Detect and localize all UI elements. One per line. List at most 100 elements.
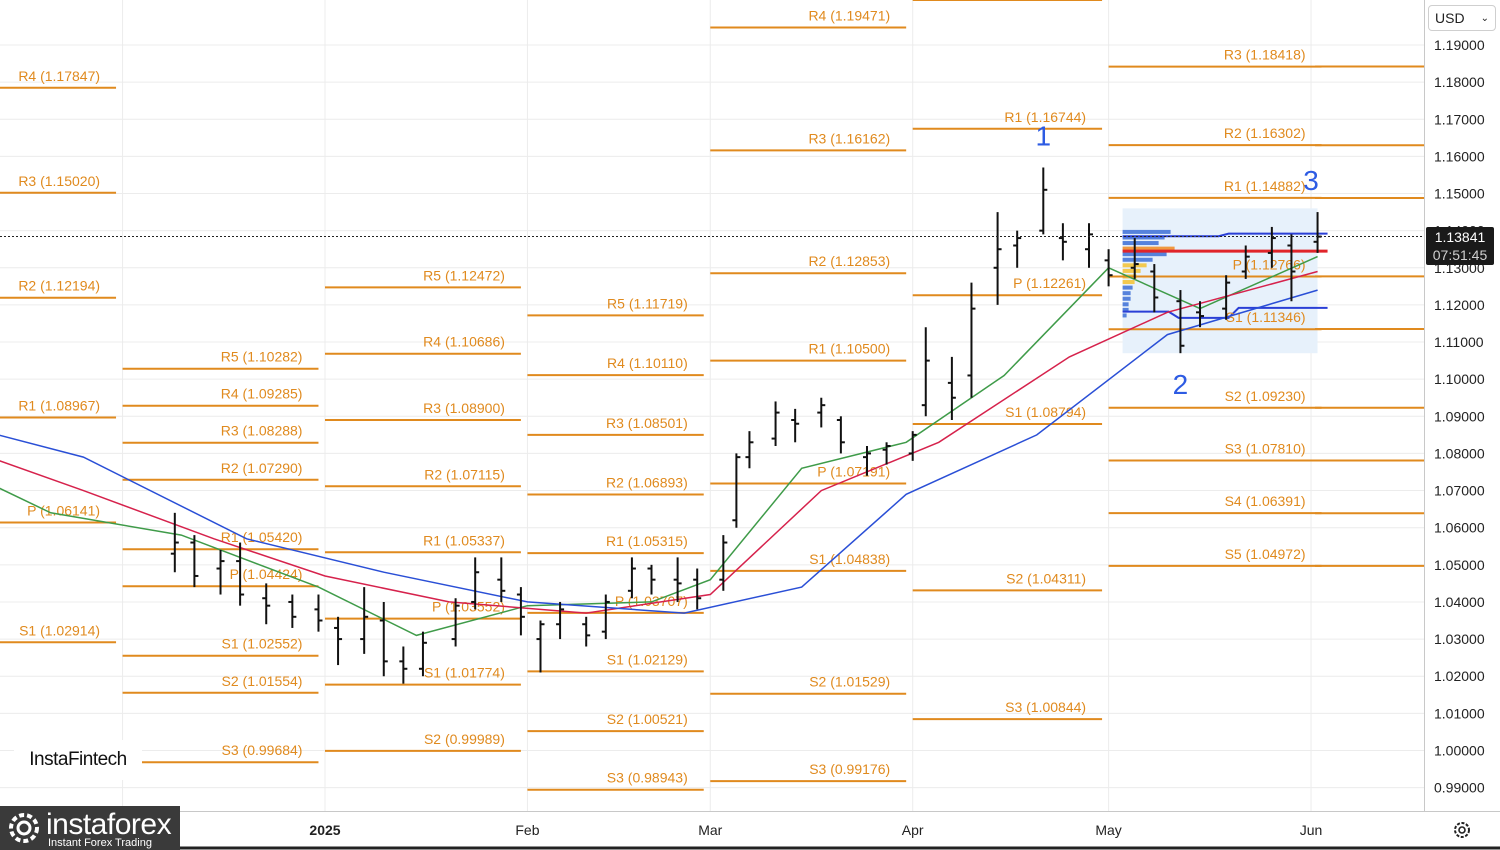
ohlc-bar [216,549,225,595]
instaforex-logo: instaforex Instant Forex Trading [0,806,180,850]
pivot-label: S2 (1.01554) [222,673,303,689]
pivot-label: R2 (1.12853) [808,253,890,269]
ohlc-bar [1241,245,1250,279]
ohlc-bar [334,616,343,666]
pivot-label: S3 (0.99176) [809,761,890,777]
ohlc-bar [693,568,702,610]
profile-bar [1122,296,1131,301]
ohlc-bar [647,564,656,595]
x-tick-label: 2025 [309,822,340,838]
x-axis-strip [0,812,1500,850]
profile-bar [1122,280,1135,285]
pivot-label: R2 (1.16302) [1224,125,1306,141]
y-tick-label: 1.11000 [1434,334,1484,350]
gear-icon[interactable] [1452,820,1472,840]
ohlc-bar [288,594,297,628]
pivot-label: S2 (1.01529) [809,674,890,690]
pivot-label: S1 (1.04838) [809,551,890,567]
ohlc-bar [418,631,427,677]
ohlc-bar [627,557,636,599]
y-tick-label: 1.16000 [1434,148,1485,164]
pivot-label: S4 (1.06391) [1225,493,1306,509]
x-tick-label: Mar [698,822,722,838]
pivot-label: S1 (1.02914) [19,622,100,638]
pivot-label: R4 (1.17847) [18,68,100,84]
ohlc-bar [471,557,480,610]
profile-bar [1122,285,1133,290]
pivot-label: R4 (1.09285) [221,386,303,402]
y-tick-label: 1.08000 [1434,445,1485,461]
ohlc-bar [836,416,845,454]
ohlc-bar [745,431,754,469]
pivot-label: P (1.03707) [615,593,688,609]
candle-countdown: 07:51:45 [1432,247,1488,263]
x-tick-label: Feb [515,822,539,838]
wave-label: 2 [1173,369,1189,400]
ohlc-bar [262,583,271,625]
x-tick-label: Apr [902,822,924,838]
pivot-label: R2 (1.07115) [424,466,505,482]
ohlc-bar [451,598,460,647]
ohlc-bar [236,542,245,606]
y-tick-label: 1.04000 [1434,594,1485,610]
x-tick-label: Jun [1300,822,1323,838]
ohlc-bar [399,646,408,684]
pivot-label: P (1.12766) [1233,256,1306,272]
ohlc-bar [1196,301,1205,328]
currency-label: USD [1435,10,1465,26]
pivot-label: R1 (1.16744) [1004,109,1086,125]
profile-bar [1122,257,1153,262]
ohlc-bar [1039,167,1048,235]
chevron-down-icon: ⌄ [1480,12,1489,24]
pivot-label: S2 (1.09230) [1225,388,1306,404]
chart-brand-text: InstaFintech [29,749,127,770]
ohlc-bar [170,512,179,573]
pivot-label: R1 (1.10500) [808,341,890,357]
ohlc-bar [497,557,506,602]
y-tick-label: 1.01000 [1434,705,1485,721]
y-tick-label: 1.12000 [1434,297,1485,313]
y-tick-label: 1.06000 [1434,520,1485,536]
ohlc-bar [1267,226,1276,268]
wave-label: 1 [1036,120,1052,151]
pivot-label: R1 (1.05315) [606,533,688,549]
ohlc-bar [1176,290,1185,354]
ohlc-bar [314,594,323,632]
currency-selector[interactable]: USD ⌄ [1428,5,1496,31]
pivot-label: P (1.04424) [230,566,303,582]
pivot-label: S1 (1.08794) [1005,404,1086,420]
ohlc-bar [908,431,917,461]
ohlc-bar [947,356,956,421]
profile-bar [1122,302,1129,307]
profile-bar [1122,246,1175,251]
current-price-value: 1.13841 [1434,229,1486,245]
pivot-label: S1 (1.11346) [1226,309,1306,325]
profile-bar [1122,229,1171,234]
pivot-label: R3 (1.15020) [18,173,100,189]
y-tick-label: 1.15000 [1434,186,1485,202]
y-tick-label: 1.17000 [1434,111,1485,127]
pivot-label: S3 (0.99684) [222,742,303,758]
pivot-label: R1 (1.08967) [18,398,100,414]
pivot-label: P (1.06141) [27,502,100,518]
ohlc-bar [1287,234,1296,302]
ohlc-bar [882,442,891,465]
logo-name: instaforex [46,808,172,841]
y-tick-label: 1.02000 [1434,668,1485,684]
ma-line [0,289,1318,614]
y-tick-label: 1.07000 [1434,483,1485,499]
ohlc-bar [862,446,871,476]
pivot-label: R2 (1.12194) [18,278,100,294]
pivot-label: S2 (1.04311) [1006,570,1086,586]
pivot-label: R2 (1.07290) [221,460,303,476]
ohlc-bar [719,535,728,591]
ohlc-bar [536,620,545,673]
ohlc-bar [817,397,826,428]
y-tick-label: 1.19000 [1434,37,1485,53]
ma-line [0,270,1318,614]
ohlc-bar [516,587,525,636]
pivot-label: R3 (1.08900) [423,400,505,416]
pivot-label: R3 (1.16162) [808,130,890,146]
